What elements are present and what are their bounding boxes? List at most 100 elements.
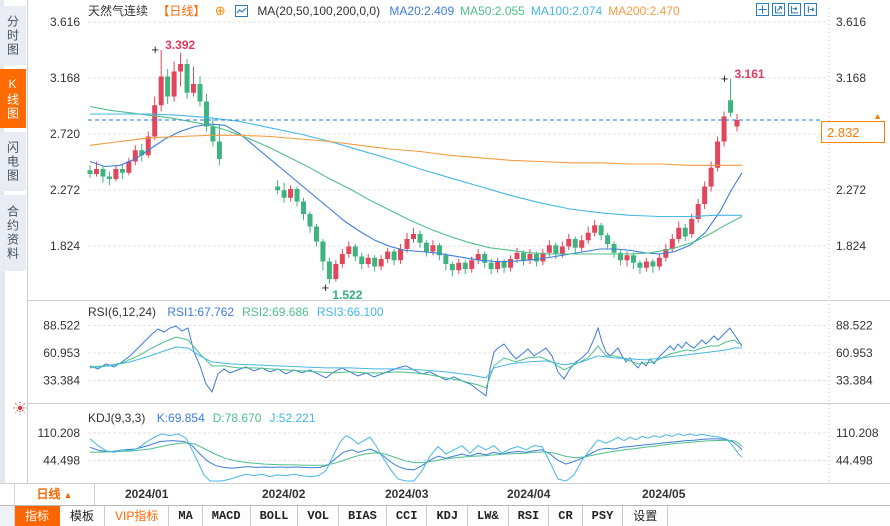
candle (301, 197, 307, 221)
candle (579, 235, 585, 252)
candle (326, 257, 332, 284)
candle (288, 185, 294, 202)
candle (566, 234, 572, 251)
x-axis-label: 2024/02 (262, 487, 306, 501)
candle (171, 61, 177, 102)
candle (152, 96, 158, 141)
candle (605, 232, 611, 249)
axis-or-annotation-text: 60.953 (836, 346, 873, 360)
kdj-line-J (89, 433, 743, 482)
candle (216, 124, 222, 166)
kdj-line-D (89, 439, 743, 466)
x-axis-label: 2024/03 (385, 487, 429, 501)
alert-blink-icon[interactable] (13, 401, 27, 415)
axis-or-annotation-text: + (721, 71, 729, 86)
indicator-tab-VOL[interactable]: VOL (298, 506, 340, 526)
candle (126, 157, 132, 176)
candle (313, 224, 319, 247)
axis-or-annotation-text: 1.522 (332, 288, 362, 302)
candle (475, 249, 481, 264)
candle (275, 180, 281, 194)
candle (669, 234, 675, 253)
candle (139, 144, 145, 162)
indicator-tab-模板[interactable]: 模板 (60, 506, 106, 526)
indicator-tab-BOLL[interactable]: BOLL (250, 506, 299, 526)
indicator-tab-BIAS[interactable]: BIAS (339, 506, 387, 526)
axis-or-annotation-text: + (322, 280, 330, 295)
candle (100, 166, 106, 183)
ma-readout: MA50:2.055 (460, 4, 525, 18)
price-up-arrow-icon: ▲ (873, 111, 882, 121)
sidebar-item-合约资料[interactable]: 合约资料 (0, 195, 26, 271)
candle (333, 260, 339, 282)
crosshair-icon[interactable] (756, 3, 769, 16)
candle (520, 250, 526, 266)
add-indicator-icon[interactable]: ⊕ (214, 3, 226, 18)
ma-readout: MA20:2.409 (389, 4, 455, 18)
axis-or-annotation-text: 3.616 (836, 15, 866, 29)
indicator-toolbar: 指标 模板 VIP指标 MA MACD BOLL VOL BIAS CCI KDJ LW& RSI CR… (0, 505, 890, 526)
axis-or-annotation-text: 3.168 (50, 71, 80, 85)
candle (436, 242, 442, 261)
sidebar-item-闪电图[interactable]: 闪电图 (0, 132, 26, 191)
candle (372, 255, 378, 272)
candle (119, 164, 125, 179)
date-axis-row: 日线 ▲ 2024/01 2024/02 2024/03 2024/04 2024/05 (0, 483, 890, 505)
kdj-readout: D:78.670 (212, 411, 262, 425)
candle (210, 119, 216, 147)
rsi-line-RSI3 (89, 346, 743, 379)
rsi-line-RSI2 (89, 336, 743, 389)
candle (650, 259, 656, 273)
candle (352, 244, 358, 262)
axis-or-annotation-text: 1.824 (836, 239, 866, 253)
candle (346, 241, 352, 258)
candle (113, 165, 119, 182)
indicator-tab-CCI[interactable]: CCI (386, 506, 428, 526)
indicator-tab-MACD[interactable]: MACD (202, 506, 251, 526)
candle (721, 111, 727, 147)
candle (443, 252, 449, 271)
indicator-tab-PSY[interactable]: PSY (582, 506, 624, 526)
ma50-line (89, 105, 743, 255)
indicator-tab-VIP指标[interactable]: VIP指标 (105, 506, 170, 526)
axis-or-annotation-text: 88.522 (836, 318, 873, 332)
candle (656, 254, 662, 271)
indicator-tab-CR[interactable]: CR (549, 506, 583, 526)
period-selector[interactable]: 日线 ▲ (14, 484, 95, 505)
candle (702, 181, 708, 209)
candle (411, 227, 416, 243)
candle (339, 249, 345, 268)
axis-or-annotation-text: 3.161 (735, 67, 765, 81)
axis-or-annotation-text: 3.168 (836, 71, 866, 85)
candle (708, 161, 714, 192)
axis-or-annotation-text: + (151, 42, 159, 57)
axis-scale-icon[interactable] (788, 3, 801, 16)
axis-or-annotation-text: 110.208 (836, 426, 879, 440)
sidebar-item-K线图[interactable]: K线图 (0, 69, 26, 128)
ma-readout: MA200:2.470 (608, 4, 680, 18)
axis-zoom-icon[interactable] (772, 3, 785, 16)
rsi-title: RSI(6,12,24) (88, 305, 157, 319)
pan-right-icon[interactable] (804, 3, 817, 16)
candle (398, 244, 404, 264)
candle (592, 220, 598, 237)
axis-or-annotation-text: 44.498 (836, 453, 873, 467)
candle (482, 251, 488, 268)
candle (158, 50, 164, 112)
indicator-tab-MA[interactable]: MA (169, 506, 203, 526)
kdj-title: KDJ(9,3,3) (88, 411, 146, 425)
indicator-tab-RSI[interactable]: RSI (508, 506, 550, 526)
candle (618, 250, 624, 266)
indicator-tab-LW&[interactable]: LW& (468, 506, 509, 526)
kdj-header: KDJ(9,3,3) K:69.854 D:78.670 J:52.221 (88, 411, 332, 425)
indicator-tab-KDJ[interactable]: KDJ (427, 506, 469, 526)
candle (132, 145, 138, 166)
candle (404, 232, 410, 253)
indicator-tab-设置[interactable]: 设置 (623, 506, 669, 526)
sidebar-item-分时图[interactable]: 分时图 (0, 6, 26, 65)
ma-readout: MA100:2.074 (530, 4, 603, 18)
axis-or-annotation-text: 2.272 (836, 183, 866, 197)
indicator-tab-指标[interactable]: 指标 (15, 506, 61, 526)
